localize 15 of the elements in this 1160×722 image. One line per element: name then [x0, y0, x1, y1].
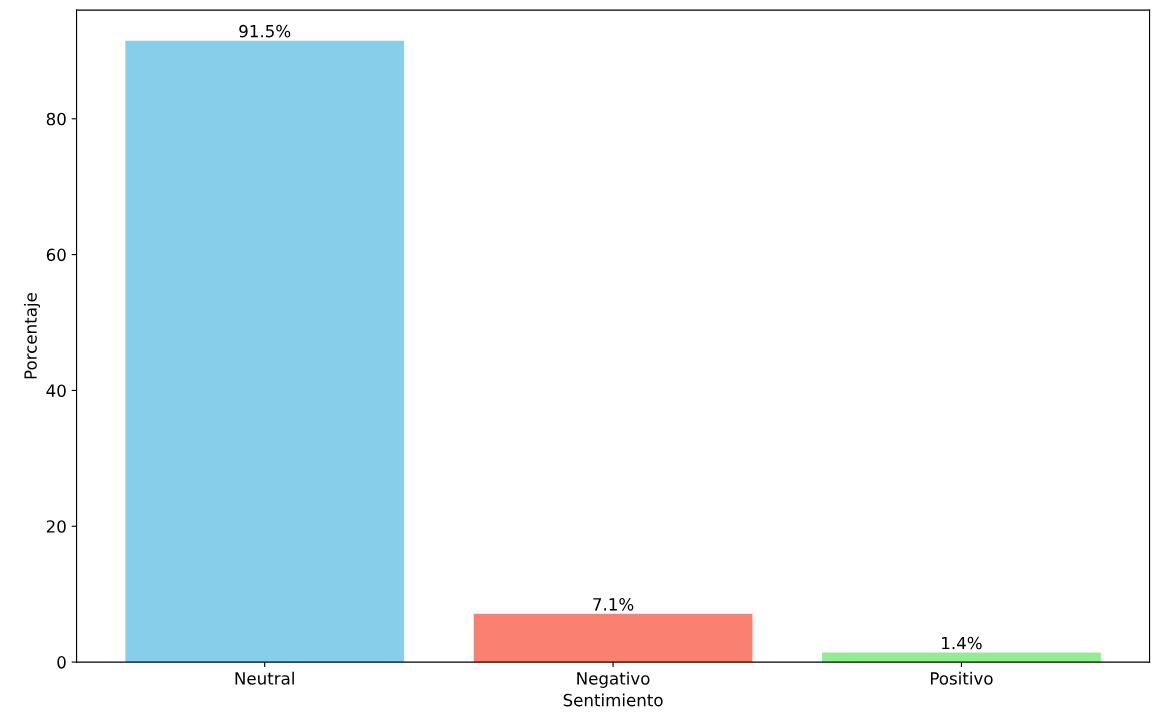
y-tick-label: 60 [46, 248, 66, 262]
y-axis-title: Porcentaje [23, 293, 41, 379]
data-label: 91.5% [239, 24, 291, 38]
x-tick-label: Negativo [577, 671, 650, 688]
y-tick-label: 40 [46, 384, 66, 397]
y-tick-label: 0 [57, 656, 66, 669]
data-label: 1.4% [942, 636, 982, 650]
x-tick-label: Positivo [930, 671, 993, 685]
x-axis-title: Sentimiento [563, 693, 663, 707]
bar [473, 613, 753, 663]
x-tick-label: Neutral [235, 671, 294, 685]
y-tick-label: 80 [46, 112, 66, 126]
bar [125, 40, 405, 663]
data-label: 7.1% [593, 598, 634, 611]
y-tick-label: 20 [46, 520, 66, 533]
